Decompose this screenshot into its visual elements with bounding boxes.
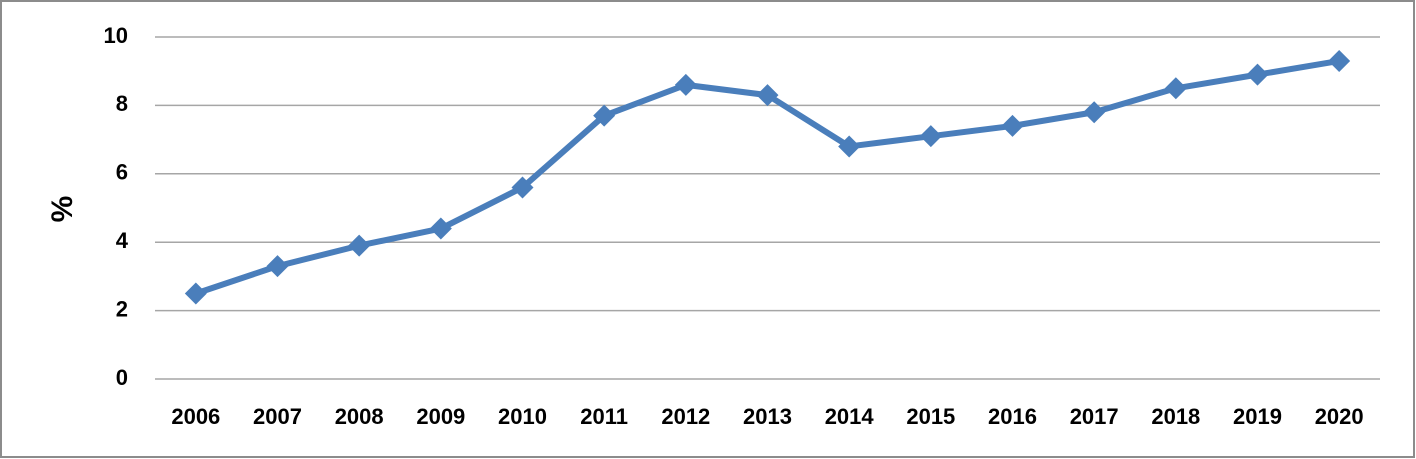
x-tick-label: 2019: [1233, 404, 1282, 429]
marker: [838, 135, 861, 158]
y-tick-label: 4: [116, 228, 129, 253]
marker: [919, 125, 942, 148]
marker: [348, 234, 371, 257]
marker: [1164, 77, 1187, 100]
x-tick-label: 2010: [498, 404, 547, 429]
marker: [1001, 114, 1024, 137]
y-tick-label: 10: [104, 23, 128, 48]
y-tick-label: 8: [116, 91, 128, 116]
x-tick-label: 2006: [171, 404, 220, 429]
x-tick-label: 2020: [1315, 404, 1364, 429]
x-tick-label: 2009: [416, 404, 465, 429]
x-tick-label: 2008: [335, 404, 384, 429]
x-tick-label: 2011: [580, 404, 628, 429]
marker: [429, 217, 452, 240]
x-tick-label: 2014: [825, 404, 875, 429]
y-axis-label: %: [46, 196, 79, 223]
x-tick-label: 2013: [743, 404, 792, 429]
marker: [1246, 63, 1269, 86]
marker: [674, 73, 697, 96]
marker: [756, 84, 779, 107]
marker: [511, 176, 534, 199]
x-tick-label: 2012: [661, 404, 710, 429]
marker: [1328, 49, 1351, 72]
x-tick-label: 2018: [1151, 404, 1200, 429]
x-tick-label: 2017: [1070, 404, 1119, 429]
marker: [266, 255, 289, 278]
y-tick-label: 2: [116, 296, 128, 321]
marker: [593, 104, 616, 127]
y-tick-label: 6: [116, 160, 128, 185]
marker: [1083, 101, 1106, 124]
x-tick-label: 2015: [906, 404, 955, 429]
y-tick-label: 0: [116, 365, 128, 390]
x-tick-label: 2007: [253, 404, 302, 429]
marker: [184, 282, 207, 305]
x-tick-label: 2016: [988, 404, 1037, 429]
